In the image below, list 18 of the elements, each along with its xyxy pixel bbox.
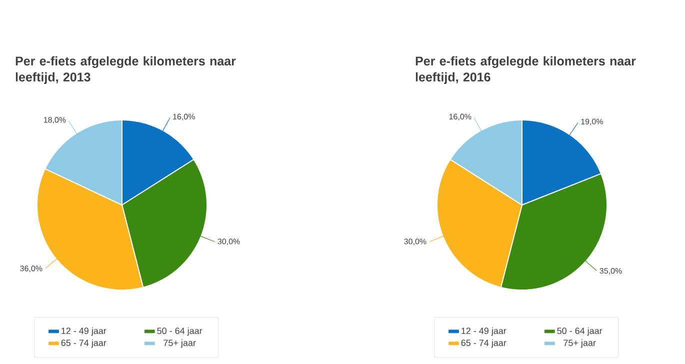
data-label: 30,0% (218, 238, 240, 246)
legend-label: 50 - 64 jaar (157, 327, 202, 336)
legend-label: 65 - 74 jaar (61, 339, 106, 348)
data-label: 30,0% (404, 238, 426, 246)
data-label: 19,0% (581, 118, 603, 126)
legend-label: 75+ jaar (564, 339, 596, 348)
data-label: 35,0% (600, 268, 622, 275)
legend-label: 12 - 49 jaar (62, 327, 106, 336)
legend-label: 12 - 49 jaar (462, 327, 506, 336)
data-label: 18,0% (44, 117, 66, 124)
chart-title: Per e-fiets afgelegde kilometers naar leeftijd, 2013 (16, 56, 236, 84)
legend-label: 65 - 74 jaar (461, 339, 506, 348)
chart-title: Per e-fiets afgelegde kilometers naar leeftijd, 2016 (416, 56, 636, 84)
legend-label: 50 - 64 jaar (557, 327, 602, 336)
data-label: 16,0% (173, 114, 195, 120)
data-label: 16,0% (449, 114, 472, 120)
data-label: 36,0% (20, 266, 42, 272)
legend-label: 75+ jaar (164, 339, 196, 348)
